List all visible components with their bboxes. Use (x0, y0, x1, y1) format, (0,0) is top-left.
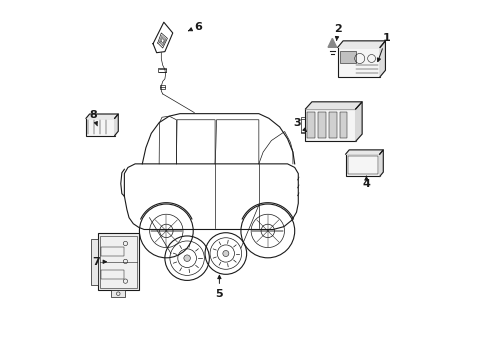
Circle shape (223, 251, 228, 257)
Bar (305, 109, 355, 141)
Bar (101, 270, 123, 279)
Bar (306, 112, 314, 138)
Bar (317, 112, 325, 138)
Polygon shape (86, 114, 118, 118)
Polygon shape (355, 102, 362, 141)
Circle shape (183, 255, 190, 261)
Polygon shape (345, 150, 383, 154)
Bar (339, 51, 355, 63)
Bar (158, 68, 166, 72)
Polygon shape (115, 114, 118, 135)
Text: 6: 6 (188, 22, 202, 32)
Bar (159, 85, 164, 89)
Bar (301, 117, 305, 133)
Bar (86, 118, 115, 135)
Bar (339, 112, 346, 138)
Text: 7: 7 (92, 257, 106, 267)
Text: 1: 1 (377, 33, 389, 62)
Bar (337, 47, 379, 77)
Text: 8: 8 (89, 111, 97, 126)
Bar (111, 290, 125, 297)
Bar (100, 235, 137, 288)
Bar (101, 247, 123, 256)
Bar (91, 239, 98, 285)
Polygon shape (337, 41, 385, 47)
Text: 5: 5 (215, 275, 223, 299)
Text: 2: 2 (333, 24, 341, 40)
Bar (98, 233, 139, 290)
Polygon shape (379, 150, 383, 176)
Bar (328, 112, 336, 138)
Bar (345, 154, 379, 176)
Polygon shape (305, 102, 362, 109)
Bar (347, 156, 377, 174)
Text: 3: 3 (293, 118, 306, 131)
Text: 4: 4 (362, 176, 369, 189)
Polygon shape (327, 39, 336, 47)
Polygon shape (379, 41, 385, 77)
